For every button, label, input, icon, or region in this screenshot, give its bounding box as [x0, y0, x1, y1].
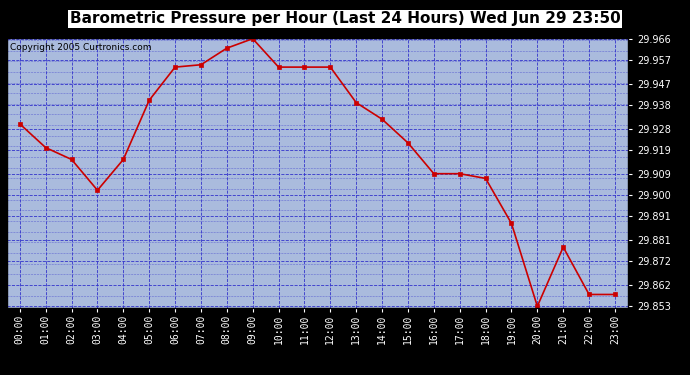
Text: Copyright 2005 Curtronics.com: Copyright 2005 Curtronics.com [10, 43, 152, 52]
Text: Barometric Pressure per Hour (Last 24 Hours) Wed Jun 29 23:50: Barometric Pressure per Hour (Last 24 Ho… [70, 11, 620, 26]
